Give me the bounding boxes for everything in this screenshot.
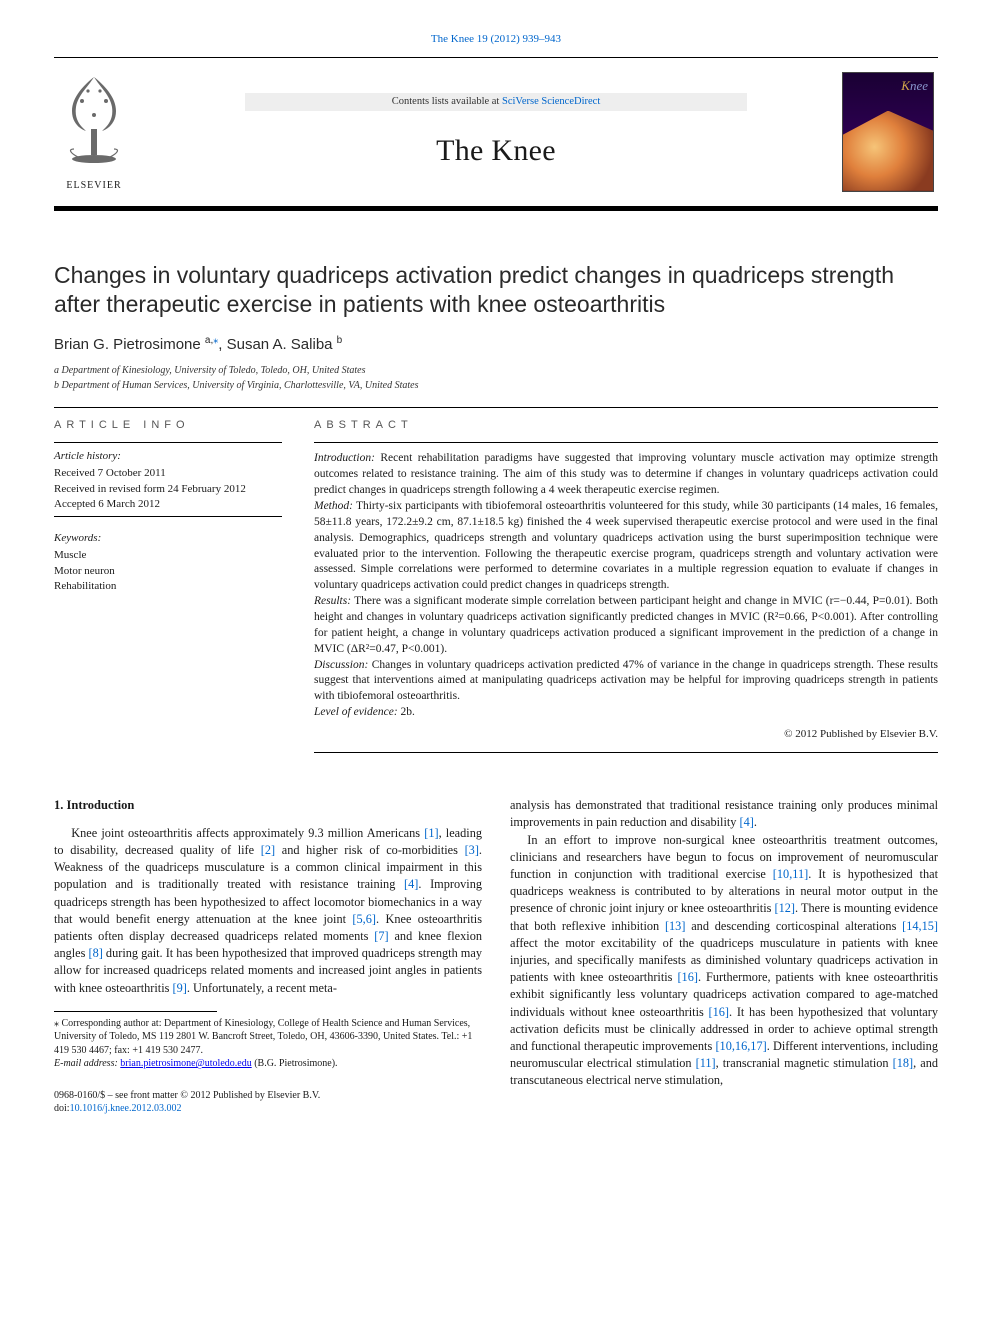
body-para-1-cont: analysis has demonstrated that tradition… — [510, 797, 938, 831]
keywords-label: Keywords: — [54, 531, 282, 546]
history-received: Received 7 October 2011 — [54, 466, 282, 481]
cite-1[interactable]: [1] — [424, 826, 438, 840]
abs-method-text: Thirty-six participants with tibiofemora… — [314, 500, 938, 591]
sciencedirect-link[interactable]: SciVerse ScienceDirect — [502, 96, 600, 107]
cite-12[interactable]: [12] — [775, 901, 796, 915]
article-info-block: article info Article history: Received 7… — [54, 418, 282, 762]
body-para-2: In an effort to improve non-surgical kne… — [510, 832, 938, 1090]
t: analysis has demonstrated that tradition… — [510, 798, 938, 829]
rule-above-info — [54, 407, 938, 408]
cite-5-6[interactable]: [5,6] — [352, 912, 376, 926]
author-2: Susan A. Saliba — [227, 336, 337, 353]
email-footnote: E-mail address: brian.pietrosimone@utole… — [54, 1057, 482, 1071]
email-label: E-mail address: — [54, 1058, 120, 1069]
cite-2[interactable]: [2] — [261, 843, 275, 857]
keyword-3: Rehabilitation — [54, 579, 282, 594]
history-label: Article history: — [54, 449, 282, 464]
cite-9[interactable]: [9] — [173, 981, 187, 995]
corresponding-footnote: ⁎ Corresponding author at: Department of… — [54, 1017, 482, 1058]
cover-title-nee: nee — [910, 78, 928, 93]
publisher-logo-area: ELSEVIER — [54, 71, 174, 192]
abstract-block: abstract Introduction: Recent rehabilita… — [314, 418, 938, 762]
t: . Unfortunately, a recent meta- — [187, 981, 337, 995]
abs-intro-label: Introduction: — [314, 452, 375, 464]
cite-16b[interactable]: [16] — [709, 1005, 730, 1019]
cite-4[interactable]: [4] — [404, 877, 418, 891]
history-revised: Received in revised form 24 February 201… — [54, 482, 282, 497]
cite-18[interactable]: [18] — [893, 1056, 914, 1070]
affiliation-a: a Department of Kinesiology, University … — [54, 364, 938, 378]
abs-discussion-text: Changes in voluntary quadriceps activati… — [314, 659, 938, 703]
keyword-2: Motor neuron — [54, 564, 282, 579]
abs-level-label: Level of evidence: — [314, 706, 398, 718]
corr-text: Corresponding author at: Department of K… — [54, 1018, 472, 1056]
cite-10-11[interactable]: [10,11] — [773, 867, 808, 881]
t: and descending corticospinal alterations — [685, 919, 902, 933]
journal-name: The Knee — [174, 131, 818, 172]
author-2-affil-sup: b — [337, 335, 343, 346]
cite-14-15[interactable]: [14,15] — [902, 919, 938, 933]
contents-availability: Contents lists available at SciVerse Sci… — [245, 93, 747, 111]
author-1-affil-sup: a, — [205, 335, 213, 346]
cover-title-k: K — [901, 78, 910, 93]
abs-results-label: Results: — [314, 595, 351, 607]
author-list: Brian G. Pietrosimone a,⁎, Susan A. Sali… — [54, 334, 938, 355]
abstract-heading: abstract — [314, 418, 938, 433]
author-1: Brian G. Pietrosimone — [54, 336, 205, 353]
abstract-copyright: © 2012 Published by Elsevier B.V. — [314, 727, 938, 742]
email-link[interactable]: brian.pietrosimone@utoledo.edu — [120, 1058, 251, 1069]
abs-discussion-label: Discussion: — [314, 659, 368, 671]
cite-4b[interactable]: [4] — [740, 815, 754, 829]
footnote-rule — [54, 1011, 217, 1012]
section-1-heading: 1. Introduction — [54, 797, 482, 815]
abs-method-label: Method: — [314, 500, 353, 512]
t: , transcranial magnetic stimulation — [716, 1056, 893, 1070]
footnotes: ⁎ Corresponding author at: Department of… — [54, 1017, 482, 1071]
email-suffix: (B.G. Pietrosimone). — [252, 1058, 338, 1069]
t: . — [754, 815, 757, 829]
info-rule-1 — [54, 442, 282, 443]
elsevier-wordmark: ELSEVIER — [58, 179, 130, 193]
doi-prefix: doi: — [54, 1103, 70, 1114]
article-info-heading: article info — [54, 418, 282, 433]
cite-11[interactable]: [11] — [696, 1056, 716, 1070]
masthead: ELSEVIER Contents lists available at Sci… — [54, 57, 938, 207]
cite-3[interactable]: [3] — [465, 843, 479, 857]
cite-7[interactable]: [7] — [374, 929, 388, 943]
cite-16[interactable]: [16] — [677, 970, 698, 984]
rule-below-abstract — [314, 752, 938, 753]
body-two-column: 1. Introduction Knee joint osteoarthriti… — [54, 797, 938, 1116]
running-citation: The Knee 19 (2012) 939–943 — [54, 32, 938, 47]
masthead-underline — [54, 207, 938, 211]
article-title: Changes in voluntary quadriceps activati… — [54, 261, 938, 319]
journal-cover-thumbnail: Knee — [842, 72, 934, 192]
cite-10-16-17[interactable]: [10,16,17] — [715, 1039, 766, 1053]
doi-link[interactable]: 10.1016/j.knee.2012.03.002 — [70, 1103, 182, 1114]
affiliations: a Department of Kinesiology, University … — [54, 364, 938, 393]
t: and higher risk of co-morbidities — [275, 843, 464, 857]
cite-13[interactable]: [13] — [665, 919, 686, 933]
elsevier-tree-icon — [58, 71, 130, 171]
affiliation-b: b Department of Human Services, Universi… — [54, 379, 938, 393]
keyword-1: Muscle — [54, 548, 282, 563]
abs-level-text: 2b. — [398, 706, 415, 718]
info-rule-2 — [54, 516, 282, 517]
citation-link[interactable]: The Knee 19 (2012) 939–943 — [431, 33, 561, 45]
abs-intro-text: Recent rehabilitation paradigms have sug… — [314, 452, 938, 496]
cite-8[interactable]: [8] — [89, 946, 103, 960]
body-para-1: Knee joint osteoarthritis affects approx… — [54, 825, 482, 997]
cover-title: Knee — [901, 77, 928, 95]
t: Knee joint osteoarthritis affects approx… — [71, 826, 424, 840]
history-accepted: Accepted 6 March 2012 — [54, 497, 282, 512]
cover-graphic — [843, 111, 933, 191]
page-footer: 0968-0160/$ – see front matter © 2012 Pu… — [54, 1089, 482, 1116]
abs-results-text: There was a significant moderate simple … — [314, 595, 938, 655]
author-sep: , — [218, 336, 226, 353]
contents-prefix: Contents lists available at — [392, 96, 502, 107]
front-matter-line: 0968-0160/$ – see front matter © 2012 Pu… — [54, 1089, 482, 1103]
